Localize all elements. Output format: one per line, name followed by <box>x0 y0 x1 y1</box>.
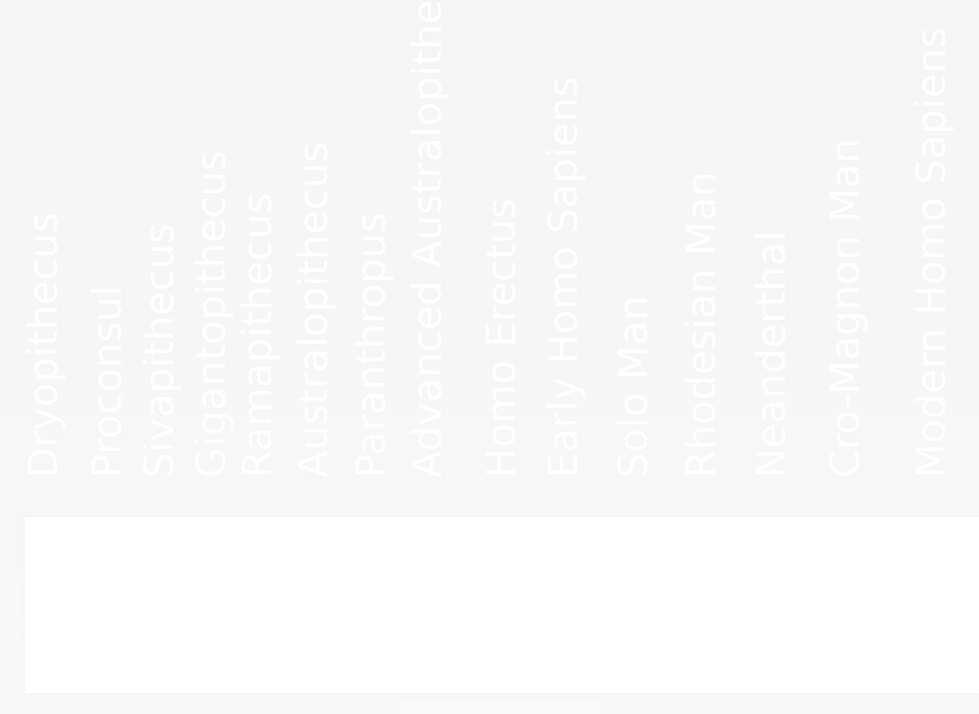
species-label-text: Cro-Magnon Man <box>823 138 869 478</box>
species-label-ramapithecus: Ramapithecus <box>235 0 281 518</box>
species-label-text: Australopithecus <box>291 141 337 478</box>
species-label-paranthropus: Paranthropus <box>349 0 395 518</box>
species-label-australopithecus: Australopithecus <box>291 0 337 518</box>
species-label-text: Dryopithecus <box>21 212 67 478</box>
species-label-text: Sivapithecus <box>137 222 183 478</box>
species-label-text: Rhodesian Man <box>679 171 725 478</box>
species-label-sivapithecus: Sivapithecus <box>137 0 183 518</box>
species-label-rhodesian-man: Rhodesian Man <box>679 0 725 518</box>
species-label-cro-magnon-man: Cro-Magnon Man <box>823 0 869 518</box>
species-label-proconsul: Proconsul <box>85 0 131 518</box>
footer-strip <box>400 700 600 714</box>
species-label-text: Modern Homo Sapiens <box>909 27 955 478</box>
species-label-modern-homo-sapiens: Modern Homo Sapiens <box>909 0 955 518</box>
species-label-text: Ramapithecus <box>235 192 281 478</box>
species-label-text: Early Homo Sapiens <box>541 76 587 478</box>
species-label-text: Paranthropus <box>349 212 395 478</box>
species-label-homo-erectus: Homo Erectus <box>479 0 525 518</box>
species-label-text: Homo Erectus <box>479 197 525 478</box>
species-label-text: Proconsul <box>85 285 131 478</box>
species-label-text: Advanced Australopithecus <box>405 0 451 478</box>
species-label-text: Solo Man <box>611 295 657 478</box>
species-label-text: Gigantopithecus <box>189 150 235 478</box>
content-panel <box>25 517 979 693</box>
species-label-text: Neanderthal <box>749 230 795 479</box>
species-label-gigantopithecus: Gigantopithecus <box>189 0 235 518</box>
species-label-early-homo-sapiens: Early Homo Sapiens <box>541 0 587 518</box>
species-label-dryopithecus: Dryopithecus <box>21 0 67 518</box>
species-label-advanced-australopithecus: Advanced Australopithecus <box>405 0 451 518</box>
species-label-solo-man: Solo Man <box>611 0 657 518</box>
species-label-neanderthal: Neanderthal <box>749 0 795 518</box>
